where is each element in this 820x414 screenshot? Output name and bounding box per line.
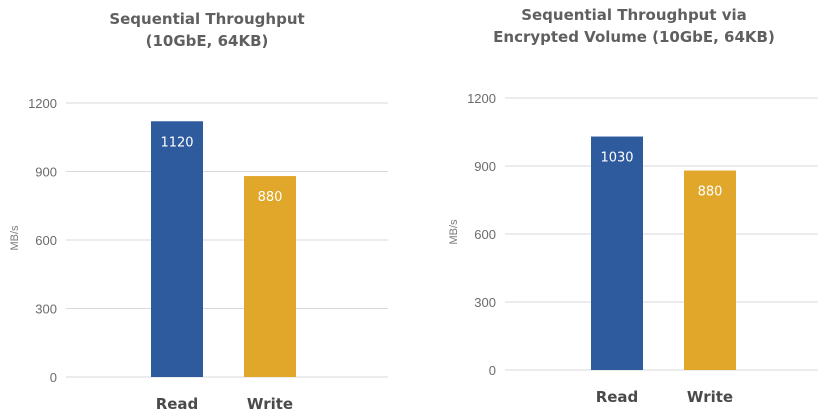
- y-tick-label: 0: [489, 363, 496, 378]
- data-label: 1120: [160, 135, 193, 150]
- y-tick-label: 600: [35, 233, 57, 248]
- plot-area: 0 300 600 900 1200 1120 Read 880 Write: [28, 96, 388, 413]
- y-tick-label: 1200: [28, 96, 57, 111]
- y-tick-label: 600: [474, 227, 496, 242]
- x-tick-label: Write: [247, 395, 293, 413]
- y-tick-label: 300: [474, 295, 496, 310]
- chart-throughput: Sequential Throughput (10GbE, 64KB) MB/s…: [9, 10, 388, 413]
- chart-title-line-2: Encrypted Volume (10GbE, 64KB): [493, 28, 775, 46]
- data-label: 1030: [600, 151, 633, 166]
- bar-read: [591, 136, 643, 370]
- data-label: 880: [258, 190, 283, 205]
- bar-read: [151, 121, 203, 378]
- x-tick-label: Read: [156, 395, 199, 413]
- y-axis-label: MB/s: [448, 219, 460, 245]
- x-tick-label: Write: [687, 388, 733, 406]
- plot-area: 0 300 600 900 1200 1030 Read 880 Write: [467, 91, 818, 406]
- y-tick-label: 900: [474, 159, 496, 174]
- chart-title-line-1: Sequential Throughput: [109, 10, 304, 28]
- y-tick-label: 1200: [467, 91, 496, 106]
- y-axis-label: MB/s: [9, 225, 21, 251]
- bar-write: [244, 176, 296, 377]
- y-tick-label: 900: [35, 165, 57, 180]
- chart-throughput-encrypted: Sequential Throughput via Encrypted Volu…: [448, 6, 818, 406]
- x-tick-label: Read: [596, 388, 639, 406]
- y-tick-label: 0: [50, 370, 57, 385]
- y-tick-label: 300: [35, 302, 57, 317]
- data-label: 880: [698, 185, 723, 200]
- chart-title-line-1: Sequential Throughput via: [521, 6, 747, 24]
- bar-write: [684, 170, 736, 370]
- chart-title-line-2: (10GbE, 64KB): [146, 32, 269, 50]
